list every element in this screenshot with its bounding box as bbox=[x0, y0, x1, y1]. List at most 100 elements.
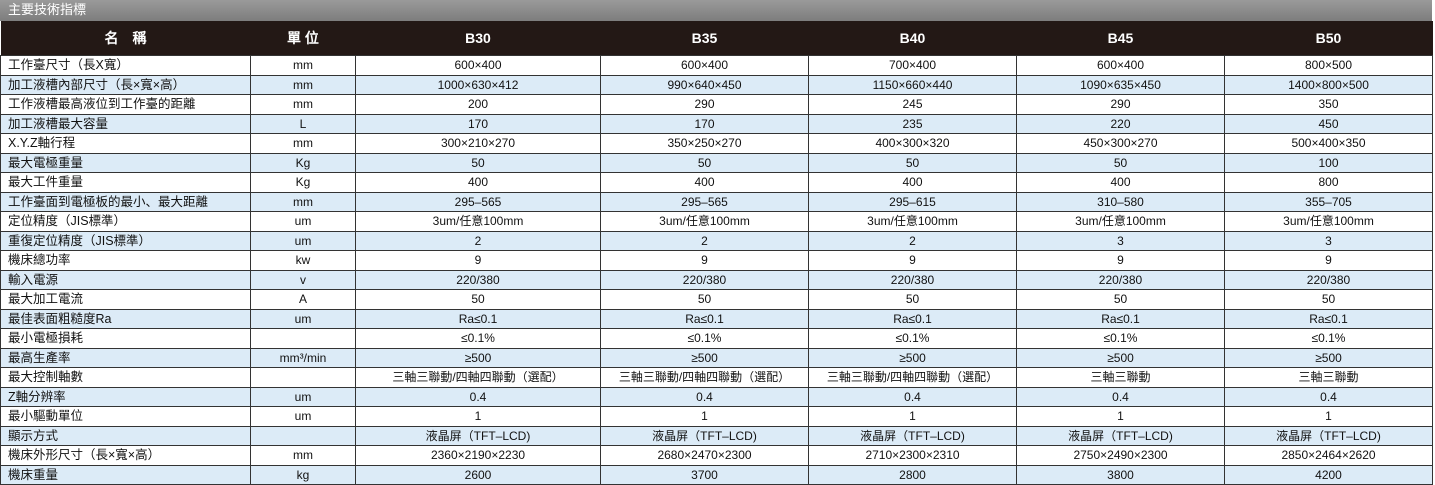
spec-value: 2710×2300×2310 bbox=[808, 445, 1017, 466]
spec-name: 最高生產率 bbox=[0, 347, 251, 368]
spec-value: 220/380 bbox=[600, 269, 809, 290]
header-model: B30 bbox=[355, 21, 601, 56]
spec-unit: um bbox=[250, 230, 356, 251]
spec-unit: um bbox=[250, 386, 356, 407]
spec-name: 工作臺面到電極板的最小、最大距離 bbox=[0, 191, 251, 212]
spec-unit: um bbox=[250, 406, 356, 427]
spec-value: 1 bbox=[1224, 406, 1433, 427]
spec-value: 9 bbox=[1016, 250, 1225, 271]
spec-value: 400×300×320 bbox=[808, 133, 1017, 154]
spec-value: 3um/任意100mm bbox=[808, 211, 1017, 232]
header-model: B50 bbox=[1224, 21, 1433, 56]
table-row: 最大工件重量 Kg 400 400 400 400 800 bbox=[0, 172, 1433, 193]
spec-value: Ra≤0.1 bbox=[1224, 308, 1433, 329]
spec-unit: mm³/min bbox=[250, 347, 356, 368]
spec-value: 1 bbox=[808, 406, 1017, 427]
header-name: 名 稱 bbox=[0, 21, 251, 56]
spec-unit: mm bbox=[250, 133, 356, 154]
spec-value: ≤0.1% bbox=[1224, 328, 1433, 349]
spec-name: 最大控制軸數 bbox=[0, 367, 251, 388]
spec-value: 3800 bbox=[1016, 464, 1225, 485]
spec-value: ≤0.1% bbox=[355, 328, 601, 349]
spec-value: 600×400 bbox=[355, 55, 601, 76]
spec-value: 0.4 bbox=[808, 386, 1017, 407]
spec-name: 最小驅動單位 bbox=[0, 406, 251, 427]
spec-unit: mm bbox=[250, 445, 356, 466]
spec-value: ≥500 bbox=[600, 347, 809, 368]
spec-value: 1000×630×412 bbox=[355, 74, 601, 95]
spec-name: 加工液槽內部尺寸（長×寬×高） bbox=[0, 74, 251, 95]
spec-value: 9 bbox=[1224, 250, 1433, 271]
spec-name: 機床外形尺寸（長×寬×高） bbox=[0, 445, 251, 466]
table-header: 名 稱 單 位 B30 B35 B40 B45 B50 bbox=[0, 21, 1433, 56]
spec-value: 2 bbox=[808, 230, 1017, 251]
spec-unit: um bbox=[250, 308, 356, 329]
spec-value: 800 bbox=[1224, 172, 1433, 193]
table-row: Z軸分辨率 um 0.4 0.4 0.4 0.4 0.4 bbox=[0, 386, 1433, 407]
spec-value: 三軸三聯動/四軸四聯動（選配） bbox=[355, 367, 601, 388]
spec-value: 295–615 bbox=[808, 191, 1017, 212]
spec-value: 990×640×450 bbox=[600, 74, 809, 95]
spec-value: 3700 bbox=[600, 464, 809, 485]
spec-value: 三軸三聯動/四軸四聯動（選配） bbox=[808, 367, 1017, 388]
spec-value: ≥500 bbox=[1016, 347, 1225, 368]
spec-value: ≥500 bbox=[355, 347, 601, 368]
spec-value: 50 bbox=[600, 152, 809, 173]
spec-value: 50 bbox=[1016, 289, 1225, 310]
spec-value: 290 bbox=[600, 94, 809, 115]
spec-value: 液晶屏（TFT–LCD) bbox=[1016, 425, 1225, 446]
spec-value: 3um/任意100mm bbox=[355, 211, 601, 232]
spec-value: 235 bbox=[808, 113, 1017, 134]
table-row: 最大控制軸數 三軸三聯動/四軸四聯動（選配） 三軸三聯動/四軸四聯動（選配） 三軸三聯… bbox=[0, 367, 1433, 388]
spec-value: 液晶屏（TFT–LCD) bbox=[600, 425, 809, 446]
spec-value: 9 bbox=[355, 250, 601, 271]
spec-value: ≤0.1% bbox=[600, 328, 809, 349]
table-row: X.Y.Z軸行程 mm 300×210×270 350×250×270 400×300×… bbox=[0, 133, 1433, 154]
spec-value: 2 bbox=[355, 230, 601, 251]
spec-unit: v bbox=[250, 269, 356, 290]
spec-value: 220/380 bbox=[1224, 269, 1433, 290]
header-model: B35 bbox=[600, 21, 809, 56]
spec-name: X.Y.Z軸行程 bbox=[0, 133, 251, 154]
spec-value: 3um/任意100mm bbox=[1016, 211, 1225, 232]
spec-value: 600×400 bbox=[1016, 55, 1225, 76]
spec-value: 3um/任意100mm bbox=[600, 211, 809, 232]
table-row: 最小驅動單位 um 1 1 1 1 1 bbox=[0, 406, 1433, 427]
spec-value: 400 bbox=[355, 172, 601, 193]
spec-value: 290 bbox=[1016, 94, 1225, 115]
spec-value: 液晶屏（TFT–LCD) bbox=[355, 425, 601, 446]
spec-value: 1 bbox=[1016, 406, 1225, 427]
spec-value: 0.4 bbox=[355, 386, 601, 407]
spec-name: 機床重量 bbox=[0, 464, 251, 485]
spec-value: 220/380 bbox=[355, 269, 601, 290]
table-row: 最佳表面粗糙度Ra um Ra≤0.1 Ra≤0.1 Ra≤0.1 Ra≤0.1 Ra≤0.… bbox=[0, 308, 1433, 329]
table-row: 輸入電源 v 220/380 220/380 220/380 220/380 220/380 bbox=[0, 269, 1433, 290]
spec-name: 機床總功率 bbox=[0, 250, 251, 271]
spec-unit: mm bbox=[250, 191, 356, 212]
spec-unit: mm bbox=[250, 94, 356, 115]
spec-value: 2680×2470×2300 bbox=[600, 445, 809, 466]
table-row: 顯示方式 液晶屏（TFT–LCD) 液晶屏（TFT–LCD) 液晶屏（TFT–LCD)… bbox=[0, 425, 1433, 446]
spec-value: 295–565 bbox=[600, 191, 809, 212]
spec-value: 220/380 bbox=[1016, 269, 1225, 290]
spec-value: 600×400 bbox=[600, 55, 809, 76]
table-row: 最小電極損耗 ≤0.1% ≤0.1% ≤0.1% ≤0.1% ≤0.1% bbox=[0, 328, 1433, 349]
spec-value: Ra≤0.1 bbox=[1016, 308, 1225, 329]
spec-value: 400 bbox=[808, 172, 1017, 193]
spec-value: 200 bbox=[355, 94, 601, 115]
spec-value: 355–705 bbox=[1224, 191, 1433, 212]
spec-value: 1 bbox=[355, 406, 601, 427]
spec-value: 500×400×350 bbox=[1224, 133, 1433, 154]
spec-name: 最小電極損耗 bbox=[0, 328, 251, 349]
spec-name: 最佳表面粗糙度Ra bbox=[0, 308, 251, 329]
spec-value: 400 bbox=[1016, 172, 1225, 193]
spec-unit: kg bbox=[250, 464, 356, 485]
spec-unit: mm bbox=[250, 55, 356, 76]
spec-value: 3 bbox=[1224, 230, 1433, 251]
table-row: 加工液槽內部尺寸（長×寬×高） mm 1000×630×412 990×640×450… bbox=[0, 74, 1433, 95]
spec-value: ≤0.1% bbox=[1016, 328, 1225, 349]
spec-name: 工作液槽最高液位到工作臺的距離 bbox=[0, 94, 251, 115]
spec-value: 液晶屏（TFT–LCD) bbox=[808, 425, 1017, 446]
spec-name: 最大電極重量 bbox=[0, 152, 251, 173]
spec-value: 2360×2190×2230 bbox=[355, 445, 601, 466]
